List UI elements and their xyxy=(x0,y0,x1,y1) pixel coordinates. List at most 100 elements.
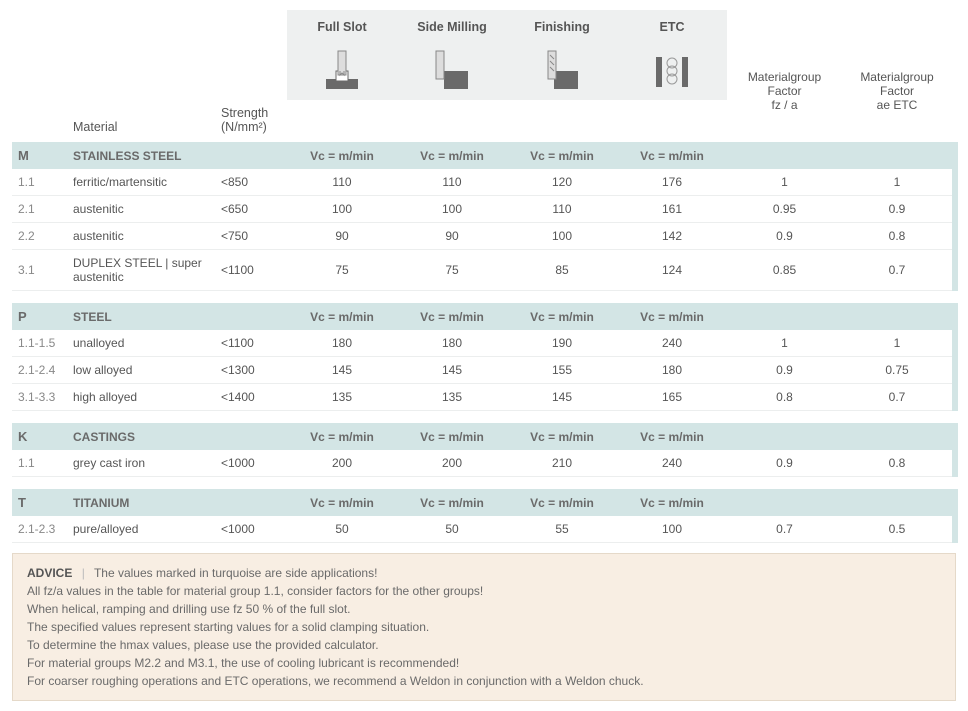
row-value: 176 xyxy=(617,169,727,196)
vc-label: Vc = m/min xyxy=(617,303,727,330)
row-value: 120 xyxy=(507,169,617,196)
advice-line: The specified values represent starting … xyxy=(27,620,429,634)
col-factor2-l3: ae ETC xyxy=(877,98,918,112)
fullslot-icon xyxy=(287,40,397,100)
row-value: 124 xyxy=(617,250,727,291)
row-code: 2.1-2.3 xyxy=(12,516,67,543)
vc-label: Vc = m/min xyxy=(507,142,617,169)
row-value: 135 xyxy=(287,384,397,411)
row-factor1: 0.95 xyxy=(727,196,842,223)
row-value: 240 xyxy=(617,330,727,357)
row-code: 1.1 xyxy=(12,169,67,196)
advice-line: When helical, ramping and drilling use f… xyxy=(27,602,351,616)
row-code: 3.1-3.3 xyxy=(12,384,67,411)
row-value: 180 xyxy=(397,330,507,357)
row-code: 1.1 xyxy=(12,450,67,477)
row-factor1: 0.85 xyxy=(727,250,842,291)
row-factor2: 0.8 xyxy=(842,223,952,250)
row-strength: <1400 xyxy=(215,384,287,411)
vc-label: Vc = m/min xyxy=(617,142,727,169)
row-value: 165 xyxy=(617,384,727,411)
row-factor2: 0.7 xyxy=(842,250,952,291)
row-material: austenitic xyxy=(67,223,215,250)
row-factor1: 0.8 xyxy=(727,384,842,411)
table-row: 1.1grey cast iron<10002002002102400.90.8 xyxy=(12,450,958,477)
row-value: 110 xyxy=(287,169,397,196)
row-material: pure/alloyed xyxy=(67,516,215,543)
advice-line: The values marked in turquoise are side … xyxy=(94,566,378,580)
row-factor2: 0.8 xyxy=(842,450,952,477)
row-factor2: 0.7 xyxy=(842,384,952,411)
row-factor1: 0.9 xyxy=(727,450,842,477)
row-value: 180 xyxy=(617,357,727,384)
row-strength: <1000 xyxy=(215,516,287,543)
table-row: 2.2austenitic<75090901001420.90.8 xyxy=(12,223,958,250)
vc-label: Vc = m/min xyxy=(507,423,617,450)
vc-label: Vc = m/min xyxy=(507,489,617,516)
sidemilling-icon xyxy=(397,40,507,100)
row-value: 100 xyxy=(617,516,727,543)
table-row: 3.1-3.3high alloyed<14001351351451650.80… xyxy=(12,384,958,411)
row-code: 1.1-1.5 xyxy=(12,330,67,357)
vc-label: Vc = m/min xyxy=(617,489,727,516)
group-code: P xyxy=(12,303,67,330)
row-value: 75 xyxy=(397,250,507,291)
row-material: grey cast iron xyxy=(67,450,215,477)
row-strength: <1300 xyxy=(215,357,287,384)
row-code: 2.1 xyxy=(12,196,67,223)
group-code: T xyxy=(12,489,67,516)
advice-panel: ADVICE | The values marked in turquoise … xyxy=(12,553,956,701)
col-factor1-l1: Materialgroup xyxy=(748,70,821,84)
group-name: STEEL xyxy=(67,303,215,330)
row-factor1: 1 xyxy=(727,169,842,196)
vc-label: Vc = m/min xyxy=(287,423,397,450)
row-value: 240 xyxy=(617,450,727,477)
vc-label: Vc = m/min xyxy=(617,423,727,450)
row-value: 142 xyxy=(617,223,727,250)
col-etc: ETC xyxy=(617,10,727,40)
row-value: 145 xyxy=(397,357,507,384)
col-factor1-l3: fz / a xyxy=(771,98,797,112)
advice-line: To determine the hmax values, please use… xyxy=(27,638,379,652)
row-code: 2.2 xyxy=(12,223,67,250)
row-strength: <650 xyxy=(215,196,287,223)
etc-icon xyxy=(617,40,727,100)
row-value: 110 xyxy=(397,169,507,196)
table-row: 2.1-2.3pure/alloyed<10005050551000.70.5 xyxy=(12,516,958,543)
row-value: 90 xyxy=(397,223,507,250)
row-factor1: 0.9 xyxy=(727,223,842,250)
col-strength: Strength (N/mm²) xyxy=(215,100,287,142)
row-value: 75 xyxy=(287,250,397,291)
row-value: 55 xyxy=(507,516,617,543)
advice-line: All fz/a values in the table for materia… xyxy=(27,584,483,598)
row-factor2: 1 xyxy=(842,169,952,196)
vc-label: Vc = m/min xyxy=(397,489,507,516)
row-value: 145 xyxy=(507,384,617,411)
row-value: 100 xyxy=(397,196,507,223)
row-value: 135 xyxy=(397,384,507,411)
row-strength: <750 xyxy=(215,223,287,250)
row-value: 190 xyxy=(507,330,617,357)
row-factor2: 0.75 xyxy=(842,357,952,384)
group-colorbar xyxy=(952,489,958,543)
row-material: DUPLEX STEEL | super austenitic xyxy=(67,250,215,291)
row-factor2: 1 xyxy=(842,330,952,357)
row-factor1: 1 xyxy=(727,330,842,357)
table-row: 1.1-1.5unalloyed<110018018019024011 xyxy=(12,330,958,357)
col-fullslot: Full Slot xyxy=(287,10,397,40)
group-colorbar xyxy=(952,303,958,411)
row-material: austenitic xyxy=(67,196,215,223)
group-colorbar xyxy=(952,423,958,477)
group-code: M xyxy=(12,142,67,169)
row-strength: <1100 xyxy=(215,250,287,291)
row-factor2: 0.9 xyxy=(842,196,952,223)
row-factor1: 0.9 xyxy=(727,357,842,384)
vc-label: Vc = m/min xyxy=(397,423,507,450)
group-code: K xyxy=(12,423,67,450)
col-sidemilling: Side Milling xyxy=(397,10,507,40)
row-value: 90 xyxy=(287,223,397,250)
finishing-icon xyxy=(507,40,617,100)
row-strength: <1000 xyxy=(215,450,287,477)
row-value: 155 xyxy=(507,357,617,384)
cutting-data-table: Full Slot Side Milling Finishing ETC Mat… xyxy=(12,10,958,543)
